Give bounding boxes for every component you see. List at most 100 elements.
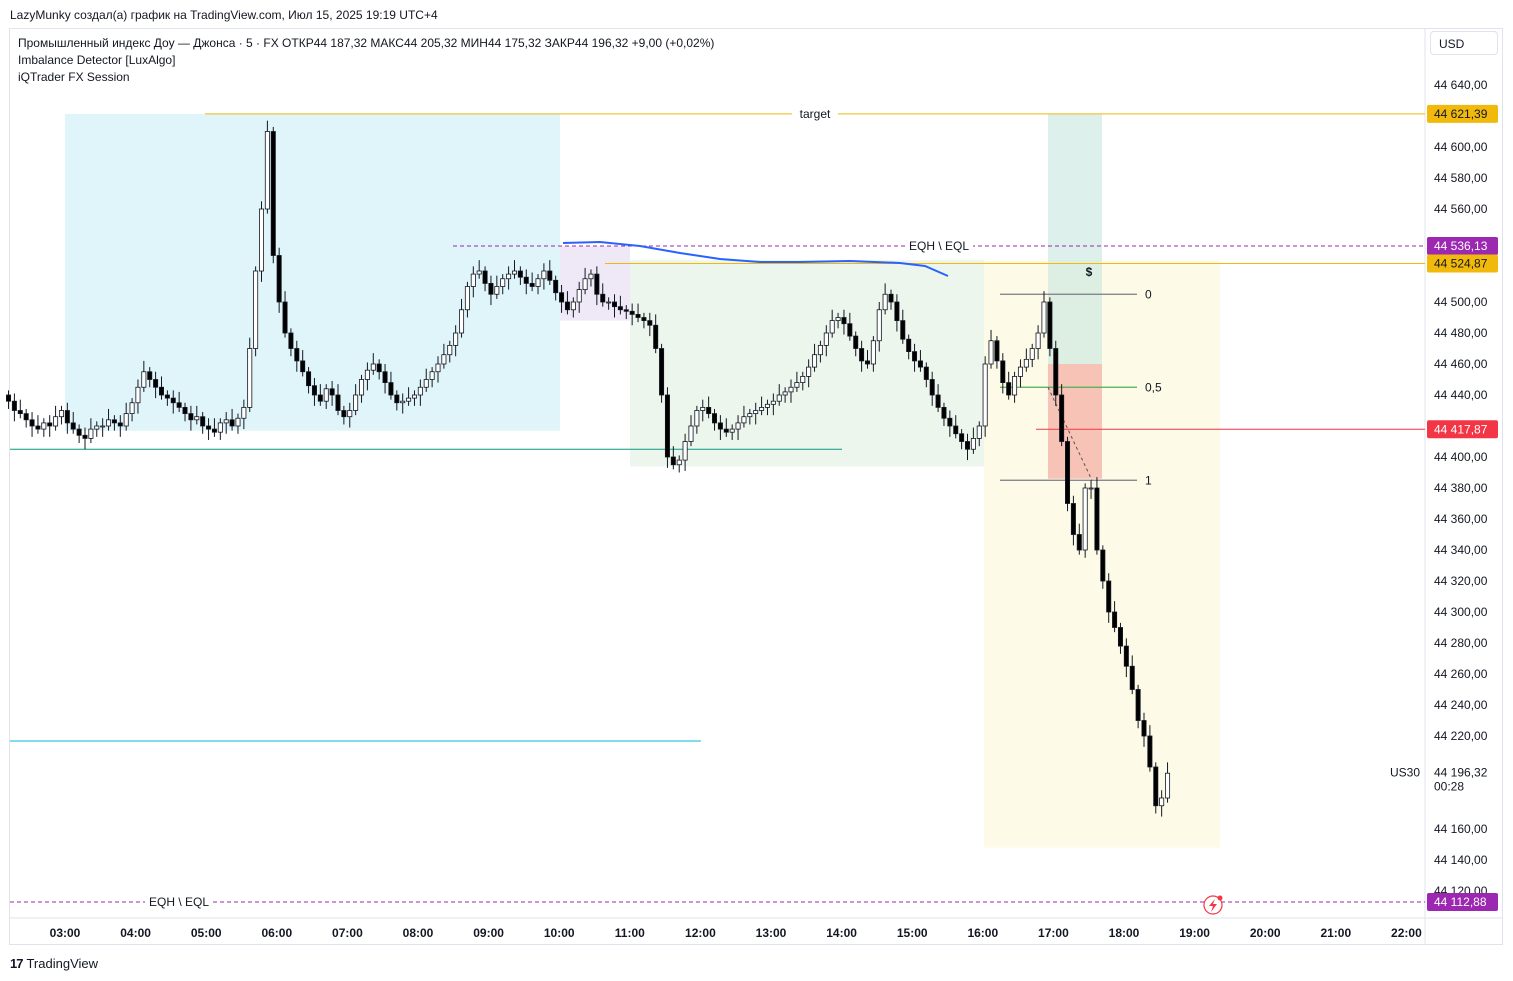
candle-body xyxy=(1100,549,1106,582)
alert-dot-icon xyxy=(1217,895,1223,901)
candle-body xyxy=(164,394,170,399)
candle-body xyxy=(647,320,653,326)
candle-body xyxy=(17,410,23,414)
y-tick-label: 44 260,00 xyxy=(1434,667,1488,681)
candle-body xyxy=(464,286,470,311)
candle-body xyxy=(582,278,588,291)
candle-body xyxy=(617,306,623,311)
candle-body xyxy=(76,428,82,436)
last-price-bg xyxy=(1427,760,1498,791)
tradingview-brand: TradingView xyxy=(26,956,99,971)
x-tick-label: 03:00 xyxy=(50,926,81,940)
candle-body xyxy=(1017,366,1023,377)
candle-body xyxy=(576,289,582,303)
currency-button[interactable]: USD xyxy=(1430,31,1498,55)
candle-body xyxy=(700,406,706,411)
y-tick-label: 44 320,00 xyxy=(1434,574,1488,588)
candle-body xyxy=(600,293,606,303)
y-tick-label: 44 640,00 xyxy=(1434,78,1488,92)
legend-symbol-line[interactable]: Промышленный индекс Доу — Джонса · 5 · F… xyxy=(18,36,715,50)
candle-body xyxy=(623,309,629,312)
legend-indicator-session[interactable]: iQTrader FX Session xyxy=(18,70,130,84)
candle-body xyxy=(247,348,253,408)
candle-body xyxy=(935,394,941,408)
candle-body xyxy=(441,354,447,365)
candle-body xyxy=(664,394,670,458)
legend-indicator-imbalance[interactable]: Imbalance Detector [LuxAlgo] xyxy=(18,53,176,67)
y-tick-label: 44 240,00 xyxy=(1434,698,1488,712)
candle-body xyxy=(594,273,600,295)
price-tag-label: 44 112,88 xyxy=(1434,895,1487,909)
candle-body xyxy=(635,313,641,318)
candle-body xyxy=(1029,348,1035,360)
y-tick-label: 44 480,00 xyxy=(1434,326,1488,340)
session-zone-london xyxy=(630,260,984,467)
candle-body xyxy=(411,394,417,399)
x-tick-label: 17:00 xyxy=(1038,926,1069,940)
candle-body xyxy=(335,394,341,411)
candle-body xyxy=(135,386,141,404)
lightning-bolt-icon xyxy=(1209,899,1217,912)
candle-body xyxy=(447,344,453,356)
candle-body xyxy=(994,340,1000,362)
x-tick-label: 22:00 xyxy=(1391,926,1422,940)
candle-body xyxy=(629,310,635,315)
x-tick-label: 18:00 xyxy=(1109,926,1140,940)
candle-body xyxy=(347,410,353,418)
candle-body xyxy=(323,388,329,402)
candle-body xyxy=(723,428,729,433)
y-tick-label: 44 560,00 xyxy=(1434,202,1488,216)
candle-body xyxy=(1165,772,1171,799)
candle-body xyxy=(753,410,759,414)
candle-body xyxy=(929,379,935,396)
tradingview-footer[interactable]: 17 TradingView xyxy=(10,956,98,971)
fib-trend-dash xyxy=(1047,387,1093,481)
candle-body xyxy=(82,434,88,439)
candle-body xyxy=(41,422,47,430)
y-tick-label: 44 280,00 xyxy=(1434,636,1488,650)
candle-body xyxy=(876,309,882,342)
y-tick-label: 44 500,00 xyxy=(1434,295,1488,309)
dollar-marker: $ xyxy=(1086,265,1093,279)
candles-group xyxy=(6,120,1171,817)
x-tick-label: 08:00 xyxy=(403,926,434,940)
y-tick-label: 44 400,00 xyxy=(1434,450,1488,464)
price-tag-label: 44 621,39 xyxy=(1434,107,1488,121)
price-tag-label: 44 417,87 xyxy=(1434,422,1488,436)
target-label-bg xyxy=(792,105,838,122)
candle-body xyxy=(382,371,388,384)
candle-body xyxy=(1047,301,1053,349)
candle-body xyxy=(194,416,200,421)
candle-body xyxy=(535,278,541,287)
x-tick-label: 20:00 xyxy=(1250,926,1281,940)
candle-body xyxy=(776,394,782,402)
candle-body xyxy=(64,410,70,424)
candle-body xyxy=(282,301,288,334)
x-tick-label: 12:00 xyxy=(685,926,716,940)
x-tick-label: 07:00 xyxy=(332,926,363,940)
candle-body xyxy=(794,382,800,388)
x-tick-label: 04:00 xyxy=(120,926,151,940)
candle-body xyxy=(1000,360,1006,383)
candle-body xyxy=(941,406,947,419)
candle-body xyxy=(653,324,659,349)
candle-body xyxy=(147,371,153,380)
candle-body xyxy=(1023,358,1029,368)
candle-body xyxy=(917,360,923,368)
candle-body xyxy=(782,391,788,396)
candle-body xyxy=(735,422,741,430)
candle-body xyxy=(11,400,17,411)
candle-body xyxy=(835,317,841,321)
candle-body xyxy=(47,422,53,427)
candle-body xyxy=(123,413,129,427)
candle-body xyxy=(1053,348,1059,396)
candle-body xyxy=(58,410,64,418)
candle-body xyxy=(1059,394,1065,442)
candle-body xyxy=(694,410,700,427)
candle-body xyxy=(153,379,159,388)
candle-body xyxy=(1112,611,1118,628)
eqh-bottom-label-bg xyxy=(145,894,213,911)
candle-body xyxy=(141,371,147,388)
x-tick-label: 06:00 xyxy=(261,926,292,940)
